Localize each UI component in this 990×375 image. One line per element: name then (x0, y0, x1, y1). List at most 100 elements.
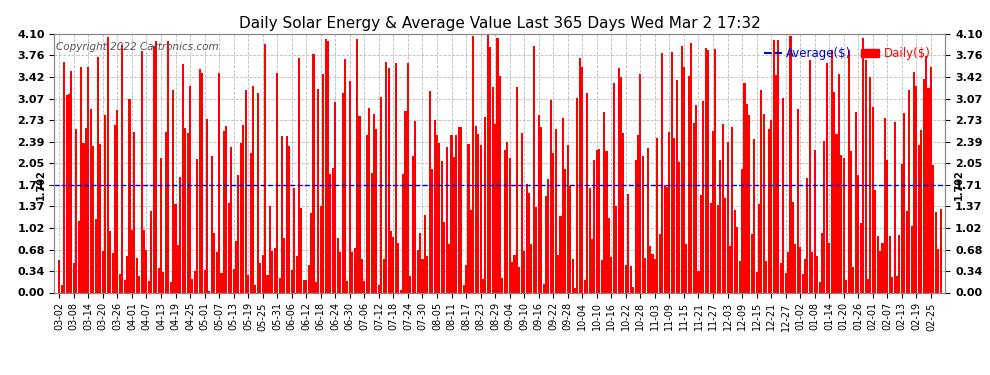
Bar (598, 148, 600, 292)
Bar (276, 73, 278, 292)
Bar (327, 41, 329, 292)
Bar (444, 222, 446, 292)
Bar (606, 151, 608, 292)
Bar (230, 147, 233, 292)
Bar (313, 54, 315, 292)
Bar (501, 278, 503, 292)
Bar (767, 129, 770, 292)
Bar (680, 46, 682, 292)
Bar (177, 245, 179, 292)
Bar (455, 135, 457, 292)
Bar (903, 113, 905, 292)
Bar (906, 211, 908, 292)
Bar (353, 248, 355, 292)
Bar (310, 213, 312, 292)
Bar (286, 136, 288, 292)
Bar (184, 128, 186, 292)
Bar (651, 254, 653, 292)
Bar (274, 248, 276, 292)
Bar (472, 36, 474, 292)
Bar (417, 250, 419, 292)
Bar (683, 67, 685, 292)
Bar (925, 56, 927, 292)
Bar (320, 206, 322, 292)
Bar (213, 233, 215, 292)
Bar (117, 110, 119, 292)
Bar (841, 154, 842, 292)
Bar (628, 194, 630, 292)
Bar (223, 132, 225, 292)
Bar (206, 118, 208, 292)
Bar (179, 177, 181, 292)
Bar (283, 238, 285, 292)
Bar (109, 231, 111, 292)
Bar (862, 38, 864, 292)
Bar (802, 273, 804, 292)
Bar (65, 94, 67, 292)
Bar (571, 259, 573, 292)
Bar (68, 94, 70, 292)
Bar (460, 127, 462, 292)
Bar (407, 63, 409, 292)
Bar (544, 196, 547, 292)
Bar (92, 146, 94, 292)
Bar (760, 90, 762, 292)
Bar (266, 276, 268, 292)
Bar (58, 260, 60, 292)
Bar (666, 188, 668, 292)
Bar (554, 129, 556, 292)
Bar (690, 43, 692, 292)
Bar (916, 86, 918, 292)
Bar (671, 52, 673, 292)
Bar (603, 112, 605, 292)
Bar (155, 40, 157, 292)
Bar (675, 80, 678, 292)
Bar (804, 259, 806, 292)
Bar (809, 60, 811, 292)
Bar (431, 169, 434, 292)
Bar (869, 77, 871, 292)
Bar (591, 239, 593, 292)
Bar (850, 151, 852, 292)
Bar (765, 261, 767, 292)
Bar (143, 230, 146, 292)
Bar (264, 44, 266, 292)
Bar (688, 75, 690, 292)
Bar (152, 46, 154, 292)
Bar (715, 50, 717, 292)
Bar (201, 74, 203, 292)
Bar (745, 104, 747, 292)
Bar (335, 102, 337, 292)
Bar (164, 132, 167, 292)
Bar (737, 227, 739, 292)
Bar (748, 116, 750, 292)
Bar (402, 174, 404, 292)
Bar (720, 160, 722, 292)
Bar (167, 41, 169, 292)
Bar (441, 161, 443, 292)
Bar (99, 144, 102, 292)
Bar (707, 50, 709, 292)
Bar (479, 145, 481, 292)
Bar (618, 68, 620, 292)
Bar (653, 259, 656, 292)
Bar (351, 252, 353, 292)
Bar (305, 280, 307, 292)
Bar (427, 256, 429, 292)
Bar (186, 134, 189, 292)
Bar (668, 132, 670, 292)
Bar (131, 230, 133, 292)
Bar (252, 86, 254, 292)
Bar (196, 159, 198, 292)
Bar (414, 121, 416, 292)
Bar (211, 156, 213, 292)
Bar (601, 260, 603, 292)
Bar (80, 67, 82, 292)
Bar (921, 130, 923, 292)
Bar (387, 68, 390, 292)
Bar (174, 204, 176, 292)
Bar (298, 58, 300, 292)
Bar (770, 120, 772, 292)
Bar (543, 284, 545, 292)
Bar (588, 188, 591, 292)
